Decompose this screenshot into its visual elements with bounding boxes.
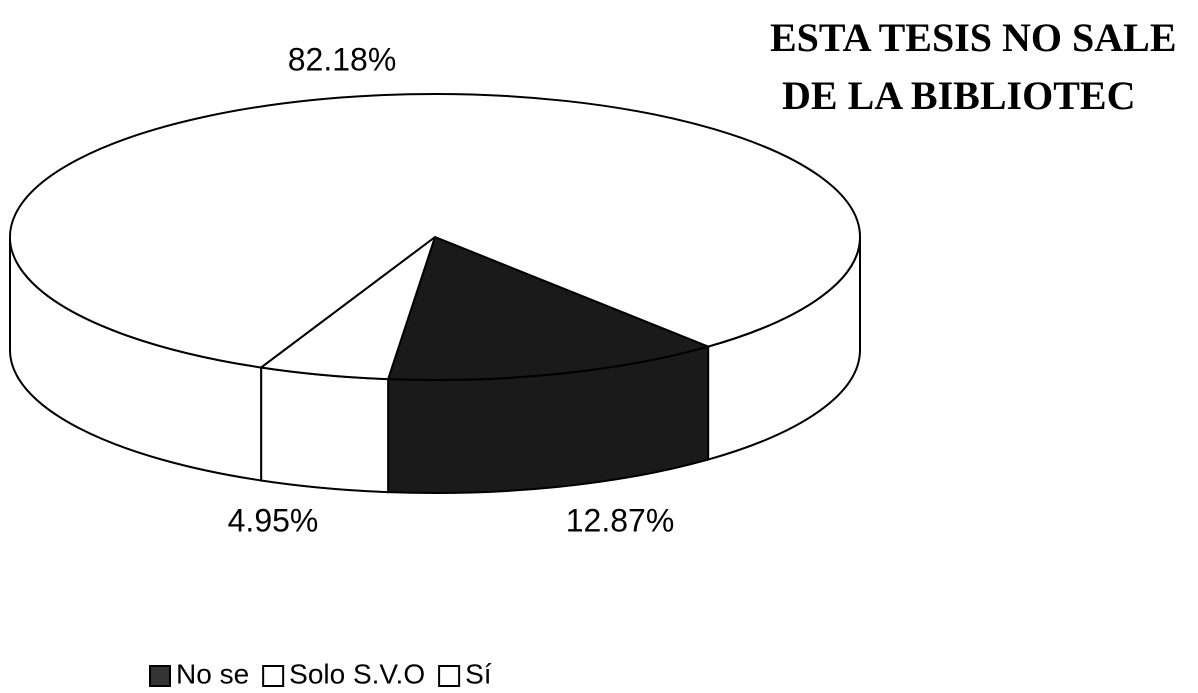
data-label: 4.95% bbox=[228, 502, 319, 538]
legend-swatch bbox=[438, 665, 461, 687]
slice-side bbox=[260, 366, 390, 494]
data-label: 12.87% bbox=[566, 502, 675, 538]
legend-label: No se bbox=[176, 658, 249, 689]
legend-swatch bbox=[149, 665, 171, 687]
legend-label: Solo S.V.O bbox=[289, 658, 425, 689]
data-label: 82.18% bbox=[288, 41, 397, 77]
stamp-line: ESTA TESIS NO SALE bbox=[770, 15, 1177, 60]
slice bbox=[386, 235, 712, 381]
slice bbox=[9, 93, 861, 369]
legend-swatch bbox=[262, 665, 285, 687]
legend-label: Sí bbox=[465, 658, 492, 689]
stamp-line: DE LA BIBLIOTEC bbox=[782, 73, 1135, 118]
